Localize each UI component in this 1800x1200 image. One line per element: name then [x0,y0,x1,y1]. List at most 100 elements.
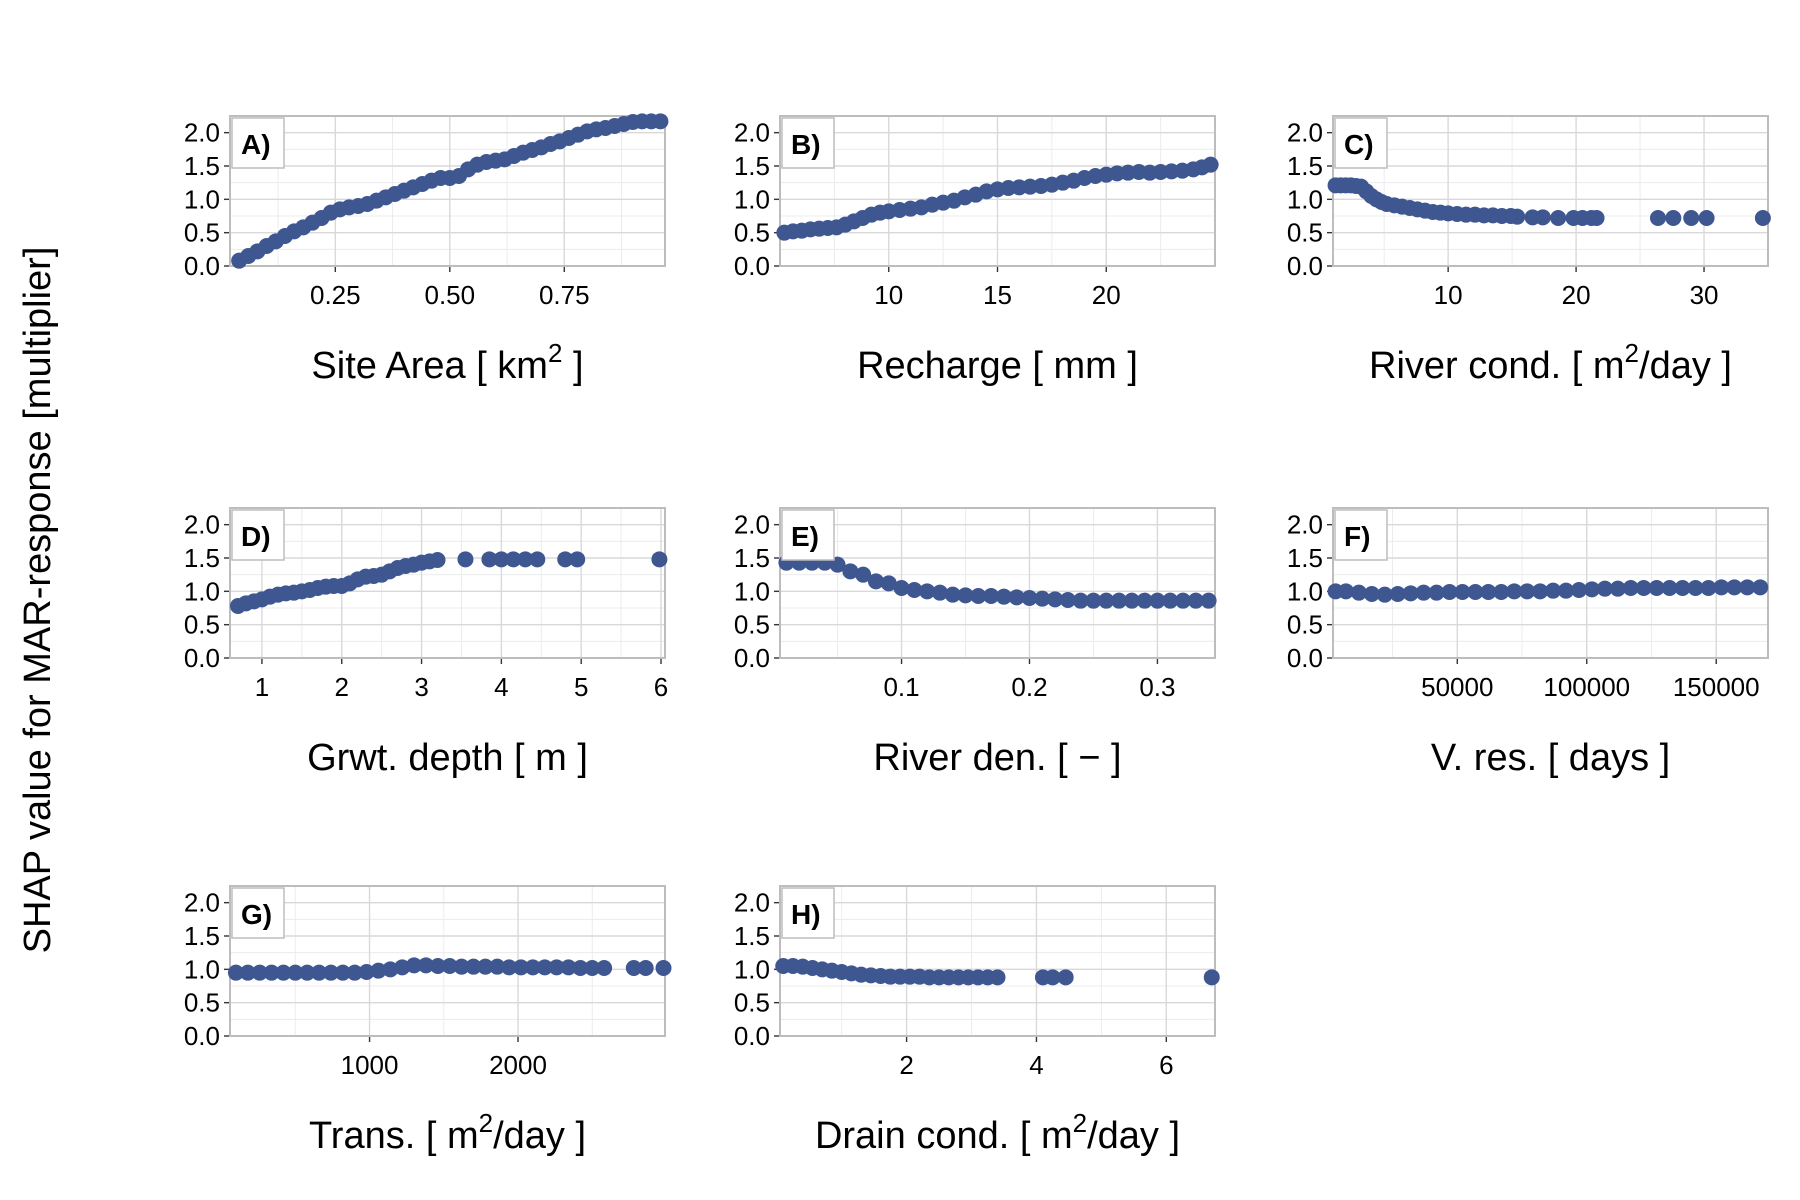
y-tick-label: 1.0 [184,576,220,606]
y-tick-label: 1.5 [1287,543,1323,573]
x-tick-label: 0.75 [539,280,590,310]
x-tick-label: 1 [255,672,269,702]
panel-label: G) [241,899,272,930]
data-point [1350,584,1367,601]
data-point [311,964,328,981]
y-tick-label: 2.0 [184,888,220,918]
panel-h: 0.00.5 1.01.52.0 2 4 6 H) Drain cond. [ m2/day… [734,885,1220,1157]
x-tick-label: 100000 [1543,672,1630,702]
data-point [517,551,534,568]
data-point [1149,592,1166,609]
data-point [1480,584,1497,600]
data-point [1493,584,1510,600]
y-tick-label: 0.0 [1287,643,1323,673]
data-point [251,964,268,981]
panel-label: B) [791,129,821,160]
data-point [1588,210,1605,226]
data-point [995,588,1012,605]
x-tick-label: 30 [1690,280,1719,310]
data-point [1441,584,1458,600]
x-tick-label: 0.3 [1139,672,1175,702]
plot-border [229,115,666,267]
data-point [1596,580,1613,597]
data-point [1550,210,1567,226]
y-tick-label: 2.0 [734,510,770,540]
y-tick-label: 1.0 [184,954,220,984]
data-point [382,961,399,978]
data-point [1532,583,1549,600]
data-point [1648,580,1665,596]
y-tick-label: 0.5 [184,218,220,248]
data-point [453,958,470,975]
data-point [906,582,923,598]
y-tick-label: 0.0 [1287,251,1323,281]
x-tick-label: 150000 [1673,672,1760,702]
data-point [855,566,872,583]
panel-e: 0.00.5 1.01.52.0 0.1 0.2 0.3 E) River den. [ −… [734,507,1217,779]
x-axis-label: Site Area [ km2 ] [311,338,583,387]
data-point [1428,584,1445,601]
y-tick-label: 1.5 [734,151,770,181]
y-tick-label: 0.0 [184,1021,220,1051]
data-point [560,959,577,976]
panel-label: E) [791,521,819,552]
x-axis-label: River cond. [ m2/day ] [1369,338,1732,387]
data-point [524,959,541,976]
data-point [893,580,910,596]
plot-border [779,115,1216,267]
x-tick-label: 4 [494,672,508,702]
x-axis-label: Recharge [ mm ] [857,345,1138,387]
data-point [322,964,339,981]
data-point [596,960,613,976]
panel-b: 0.00.5 1.01.52.0 10 15 20 B) Recharge [ mm ] [734,115,1219,387]
x-tick-label: 20 [1562,280,1591,310]
y-tick-label: 1.0 [1287,576,1323,606]
panel-label-box [231,117,285,169]
data-point [1506,583,1523,600]
data-point [548,959,565,976]
data-point [334,964,351,981]
x-tick-label: 0.2 [1011,672,1047,702]
x-tick-label: 0.1 [883,672,919,702]
panel-label-box [231,887,285,939]
data-point [842,563,859,580]
data-point [651,551,668,568]
data-point [867,573,884,590]
data-point [536,959,553,976]
panel-label: D) [241,521,271,552]
data-point [1162,592,1179,609]
x-tick-label: 6 [654,672,668,702]
data-point [1713,579,1730,596]
data-point [1187,592,1204,609]
panel-label: F) [1344,521,1370,552]
data-point [489,958,506,975]
data-point [1057,969,1074,986]
plot-border [229,507,666,659]
data-point [346,964,363,981]
y-tick-label: 0.0 [734,643,770,673]
data-point [429,552,446,568]
y-tick-label: 0.5 [734,988,770,1018]
data-point [239,964,256,981]
data-point [569,551,586,568]
y-tick-label: 1.5 [1287,151,1323,181]
x-tick-label: 1000 [341,1050,399,1080]
y-tick-label: 1.5 [184,151,220,181]
data-point [263,964,280,981]
data-point [1661,580,1678,596]
data-point [1021,590,1038,606]
panel-a: 0.00.5 1.01.52.0 0.25 0.50 0.75 A) Site Area [… [184,113,669,387]
data-point [1203,969,1220,986]
data-point [1635,580,1652,596]
data-point [983,588,1000,604]
data-point [557,551,574,568]
data-point [505,551,522,568]
x-tick-label: 6 [1159,1050,1173,1080]
x-tick-label: 4 [1029,1050,1043,1080]
y-tick-label: 0.5 [1287,218,1323,248]
y-tick-label: 0.0 [734,1021,770,1051]
x-axis-label: Grwt. depth [ m ] [307,737,588,779]
panel-g: 0.00.5 1.01.52.0 1000 2000 G) Trans. [ m2/day… [184,885,672,1157]
data-point [1123,592,1140,609]
y-axis-label: SHAP value for MAR-response [multiplier] [17,247,59,954]
